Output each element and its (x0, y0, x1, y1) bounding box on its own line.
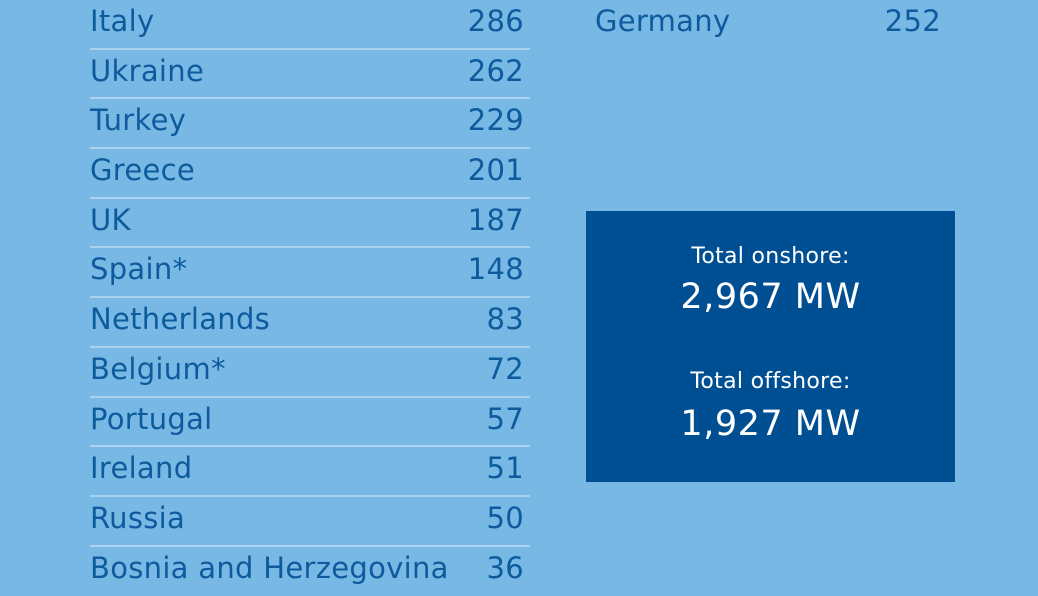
table-row: Spain* 148 (90, 248, 530, 299)
country-value: 72 (486, 351, 524, 386)
country-name: Ukraine (90, 53, 205, 88)
onshore-label: Total onshore: (691, 244, 850, 269)
country-name: Spain* (90, 252, 188, 287)
country-name: Portugal (90, 401, 213, 436)
country-value: 50 (486, 500, 524, 535)
country-name: Turkey (90, 103, 187, 138)
country-value: 201 (467, 153, 524, 188)
country-value: 148 (467, 252, 524, 287)
country-value: 83 (486, 302, 524, 337)
table-row: Greece 201 (90, 149, 530, 199)
offshore-label: Total offshore: (690, 369, 851, 394)
country-name: Russia (90, 500, 186, 535)
country-name: Belgium* (90, 351, 226, 386)
table-row: Bosnia and Herzegovina 36 (90, 547, 530, 596)
country-value: 36 (486, 550, 524, 585)
country-value: 262 (467, 53, 524, 88)
country-value: 286 (467, 4, 524, 38)
country-value: 57 (486, 401, 524, 436)
country-value: 51 (486, 451, 524, 486)
table-row: Ukraine 262 (90, 50, 530, 100)
country-value: 252 (884, 4, 941, 38)
table-row: Belgium* 72 (90, 348, 530, 398)
country-name: Bosnia and Herzegovina (90, 550, 449, 585)
table-row: Turkey 229 (90, 99, 530, 150)
table-row: UK 187 (90, 199, 530, 249)
country-value: 187 (467, 202, 524, 237)
country-name: UK (90, 202, 131, 237)
table-row: Ireland 51 (90, 447, 530, 497)
country-table: Italy 286 Ukraine 262 Turkey 229 Greece … (90, 0, 530, 596)
country-value: 229 (467, 103, 524, 138)
table-row: Russia 50 (90, 497, 530, 547)
country-name: Ireland (90, 451, 193, 486)
country-name: Germany (595, 4, 731, 38)
totals-box: Total onshore: 2,967 MW Total offshore: … (586, 211, 955, 482)
table-row: Netherlands 83 (90, 298, 530, 348)
country-name: Netherlands (90, 302, 271, 337)
table-row: Portugal 57 (90, 398, 530, 448)
offshore-amount: 1,927 MW (680, 404, 861, 444)
country-name: Greece (90, 153, 196, 188)
table-row: Italy 286 (90, 0, 530, 50)
country-name: Italy (90, 4, 155, 38)
right-country-row: Germany 252 (595, 0, 945, 50)
onshore-amount: 2,967 MW (680, 277, 861, 317)
